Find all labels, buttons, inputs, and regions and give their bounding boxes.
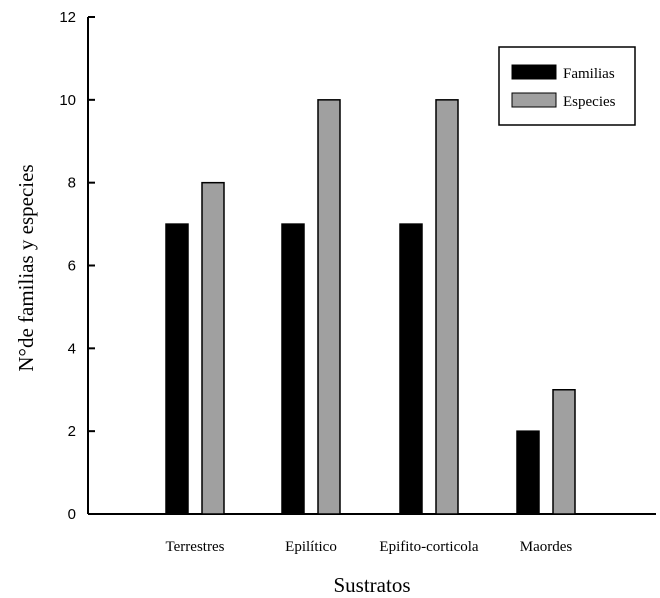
y-axis-title: N°de familias y especies xyxy=(14,164,38,371)
x-tick-label: Terrestres xyxy=(166,539,225,555)
x-tick-label: Epilítico xyxy=(285,539,337,555)
x-tick-label: Maordes xyxy=(520,539,573,555)
bar-especies-1 xyxy=(317,99,341,515)
legend-swatch-especies xyxy=(511,92,557,108)
bar-familias-2 xyxy=(399,223,423,515)
y-ticks: 0 2 4 6 8 10 12 xyxy=(59,9,95,523)
legend: Familias Especies xyxy=(498,46,636,126)
x-tick-label: Epifito-corticola xyxy=(379,539,478,555)
y-tick-label: 6 xyxy=(68,258,76,275)
bar-familias-0 xyxy=(165,223,189,515)
x-tick-labels: Terrestres Epilítico Epifito-corticola Maor… xyxy=(166,539,573,555)
legend-label-especies: Especies xyxy=(563,94,616,110)
bar-especies-3 xyxy=(552,389,576,515)
legend-swatch-familias xyxy=(511,64,557,80)
bar-familias-3 xyxy=(516,430,540,515)
bar-especies-2 xyxy=(435,99,459,515)
y-tick-label: 10 xyxy=(59,92,76,109)
bars xyxy=(165,99,576,515)
y-tick-label: 2 xyxy=(68,423,76,440)
x-axis-title: Sustratos xyxy=(333,573,410,597)
legend-box xyxy=(498,46,636,126)
bar-familias-1 xyxy=(281,223,305,515)
y-tick-label: 0 xyxy=(68,506,76,523)
y-tick-label: 4 xyxy=(68,340,76,357)
legend-label-familias: Familias xyxy=(563,66,615,82)
y-tick-label: 12 xyxy=(59,9,76,26)
y-tick-label: 8 xyxy=(68,175,76,192)
bar-especies-0 xyxy=(201,181,225,515)
